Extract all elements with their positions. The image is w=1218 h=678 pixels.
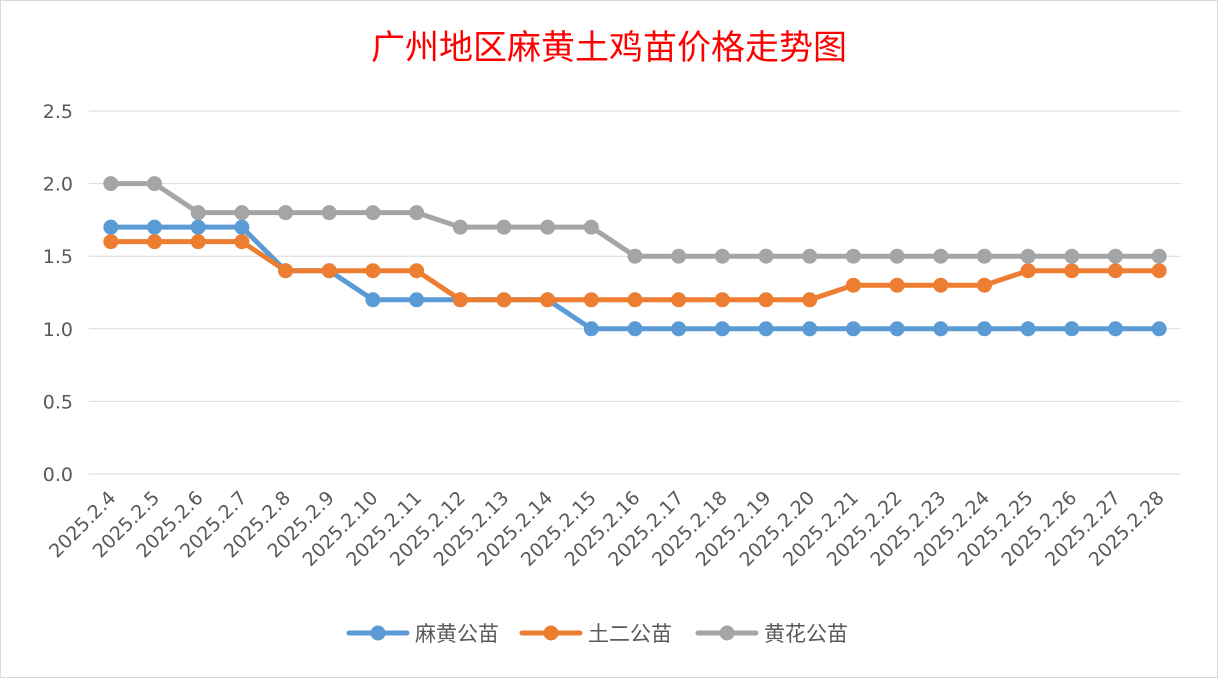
data-point <box>583 292 599 308</box>
data-point <box>889 248 905 264</box>
data-point <box>103 234 119 250</box>
data-point <box>103 219 119 235</box>
data-point <box>1064 321 1080 337</box>
data-point <box>365 263 381 279</box>
legend-label: 土二公苗 <box>588 622 672 646</box>
data-point <box>452 292 468 308</box>
data-point <box>583 321 599 337</box>
data-point <box>889 277 905 293</box>
data-point <box>234 205 250 221</box>
data-point <box>147 219 163 235</box>
y-tick-label: 0.0 <box>43 464 73 486</box>
data-point <box>583 219 599 235</box>
legend-label: 黄花公苗 <box>764 622 848 646</box>
data-point <box>278 263 294 279</box>
data-point <box>758 321 774 337</box>
data-point <box>758 292 774 308</box>
data-point <box>933 248 949 264</box>
series-2 <box>103 234 1167 308</box>
data-point <box>1107 263 1123 279</box>
series-lines <box>103 176 1167 337</box>
data-point <box>758 248 774 264</box>
data-point <box>933 277 949 293</box>
data-point <box>627 292 643 308</box>
data-point <box>845 277 861 293</box>
y-tick-label: 1.5 <box>43 246 73 268</box>
legend-marker <box>719 625 735 641</box>
data-point <box>845 321 861 337</box>
data-point <box>190 205 206 221</box>
data-point <box>627 321 643 337</box>
legend: 麻黄公苗 土二公苗 黄花公苗 <box>346 622 848 646</box>
data-point <box>540 219 556 235</box>
data-point <box>190 234 206 250</box>
data-point <box>627 248 643 264</box>
data-point <box>802 321 818 337</box>
data-point <box>1064 248 1080 264</box>
data-point <box>1020 321 1036 337</box>
legend-item: 黄花公苗 <box>695 622 848 646</box>
data-point <box>976 277 992 293</box>
data-point <box>540 292 556 308</box>
legend-marker <box>370 625 386 641</box>
data-point <box>1107 248 1123 264</box>
data-point <box>671 321 687 337</box>
data-point <box>1151 263 1167 279</box>
data-point <box>802 248 818 264</box>
data-point <box>409 205 425 221</box>
data-point <box>1151 248 1167 264</box>
legend-item: 土二公苗 <box>519 622 672 646</box>
data-point <box>1064 263 1080 279</box>
legend-label: 麻黄公苗 <box>415 622 499 646</box>
data-point <box>802 292 818 308</box>
data-point <box>889 321 905 337</box>
data-point <box>1151 321 1167 337</box>
y-tick-label: 2.5 <box>43 101 73 123</box>
data-point <box>234 219 250 235</box>
y-tick-label: 2.0 <box>43 174 73 196</box>
data-point <box>409 263 425 279</box>
data-point <box>321 205 337 221</box>
chart-title: 广州地区麻黄土鸡苗价格走势图 <box>371 28 847 68</box>
data-point <box>234 234 250 250</box>
data-point <box>714 292 730 308</box>
y-tick-label: 1.0 <box>43 319 73 341</box>
data-point <box>671 292 687 308</box>
series-3 <box>103 176 1167 264</box>
data-point <box>103 176 119 192</box>
data-point <box>714 248 730 264</box>
data-point <box>409 292 425 308</box>
data-point <box>147 176 163 192</box>
series-line <box>108 181 1162 259</box>
data-point <box>976 248 992 264</box>
y-tick-label: 0.5 <box>43 391 73 413</box>
x-axis-tick-labels: 2025.2.42025.2.52025.2.62025.2.72025.2.8… <box>45 487 1169 571</box>
data-point <box>1020 248 1036 264</box>
data-point <box>1020 263 1036 279</box>
data-point <box>671 248 687 264</box>
data-point <box>365 205 381 221</box>
data-point <box>321 263 337 279</box>
data-point <box>278 205 294 221</box>
data-point <box>496 292 512 308</box>
data-point <box>845 248 861 264</box>
data-point <box>365 292 381 308</box>
data-point <box>496 219 512 235</box>
legend-item: 麻黄公苗 <box>346 622 499 646</box>
data-point <box>933 321 949 337</box>
legend-marker <box>543 625 559 641</box>
data-point <box>147 234 163 250</box>
data-point <box>452 219 468 235</box>
data-point <box>714 321 730 337</box>
data-point <box>190 219 206 235</box>
y-axis-tick-labels: 0.0 0.5 1.0 1.5 2.0 2.5 <box>43 101 73 486</box>
data-point <box>976 321 992 337</box>
data-point <box>1107 321 1123 337</box>
